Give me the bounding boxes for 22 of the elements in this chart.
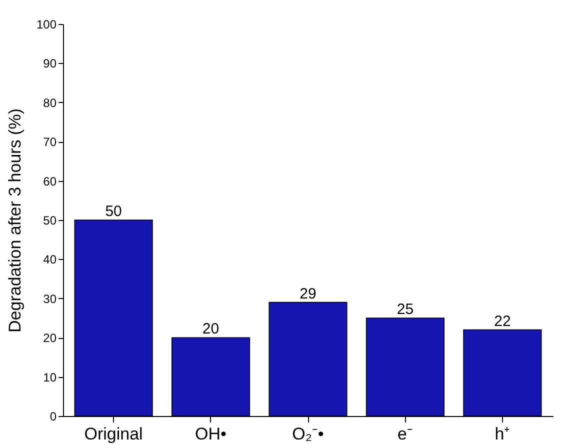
y-tick-label: 70: [43, 135, 57, 150]
data-label: 20: [202, 320, 220, 338]
x-tick-label: Original: [84, 424, 143, 444]
data-label: 50: [105, 203, 122, 220]
y-tick-label: 20: [43, 331, 57, 346]
x-tick-label: OH•: [195, 424, 227, 444]
x-tick-label: e⁻: [397, 424, 413, 444]
y-tick-label: 90: [43, 56, 57, 71]
x-tick-label: h⁺: [494, 424, 510, 444]
data-label: 25: [396, 301, 414, 318]
x-tick-label: O₂⁻•: [292, 424, 324, 444]
y-tick-label: 50: [43, 214, 57, 228]
y-tick-label: 0: [50, 410, 57, 424]
y-tick-label: 30: [43, 292, 57, 306]
y-tick-label: 40: [43, 252, 57, 267]
y-tick-label: 80: [43, 96, 57, 110]
y-tick-label: 10: [43, 370, 57, 384]
data-label: 22: [494, 312, 511, 330]
data-label: 29: [300, 285, 316, 302]
y-axis-title: Degradation after 3 hours (%): [5, 108, 24, 332]
y-tick-label: 100: [36, 18, 57, 32]
y-tick-label: 60: [43, 174, 57, 188]
